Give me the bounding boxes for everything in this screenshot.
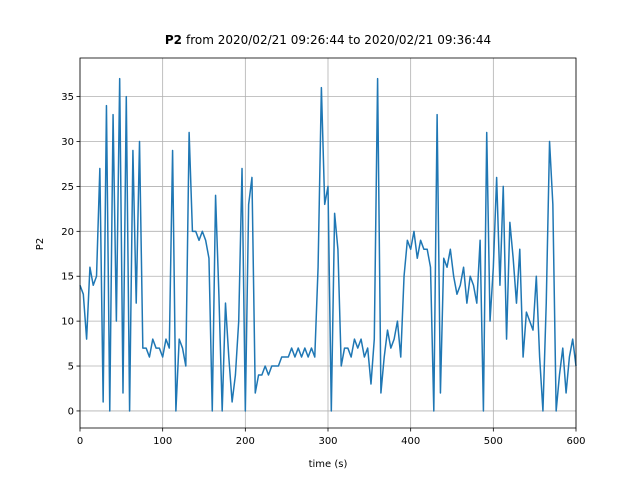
y-tick-label: 10 — [61, 317, 74, 328]
y-tick-label: 15 — [61, 272, 74, 283]
x-tick-label: 200 — [236, 436, 255, 447]
x-tick-label: 300 — [318, 436, 337, 447]
title-rest: from 2020/02/21 09:26:44 to 2020/02/21 0… — [186, 33, 491, 47]
plot-frame — [79, 57, 577, 429]
y-tick-label: 35 — [61, 92, 74, 103]
chart-title: P2 from 2020/02/21 09:26:44 to 2020/02/21… — [165, 33, 491, 47]
y-axis-label: P2 — [35, 238, 46, 250]
y-tick-label: 30 — [61, 137, 74, 148]
y-tick-label: 25 — [61, 182, 74, 193]
title-bold: P2 — [165, 33, 182, 47]
x-tick-label: 400 — [401, 436, 420, 447]
x-tick-label: 600 — [566, 436, 585, 447]
y-tick-label: 5 — [68, 362, 74, 373]
y-tick-label: 0 — [68, 406, 74, 417]
x-tick-label: 100 — [153, 436, 172, 447]
x-tick-label: 500 — [484, 436, 503, 447]
data-line — [79, 77, 577, 412]
x-tick-label: 0 — [77, 436, 83, 447]
y-tick-label: 20 — [61, 227, 74, 238]
x-axis-label: time (s) — [309, 459, 348, 470]
